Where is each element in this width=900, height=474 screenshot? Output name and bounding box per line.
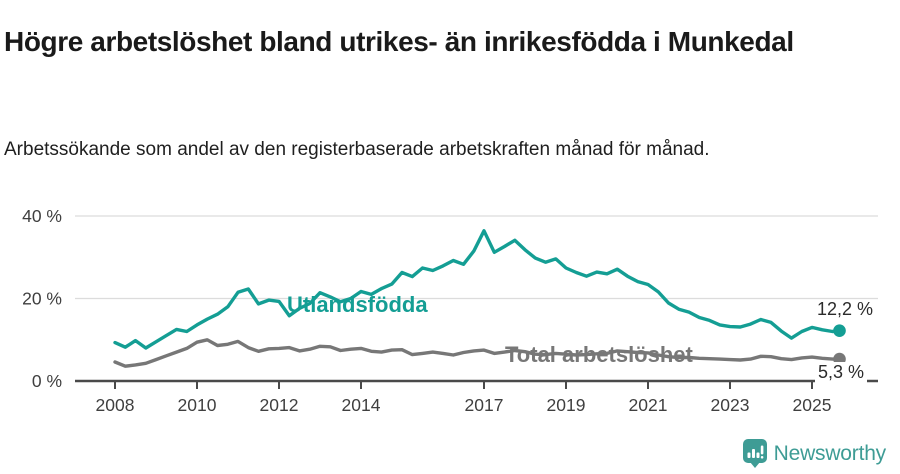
y-tick-40: 40 % [22, 206, 62, 226]
x-axis-ticks [114, 381, 813, 389]
page-title: Högre arbetslöshet bland utrikes- än inr… [4, 25, 794, 57]
series-line-utlandsfodda [113, 229, 842, 350]
brand-name: Newsworthy [773, 441, 887, 465]
x-tick-2014: 2014 [342, 395, 381, 415]
x-tick-2008: 2008 [96, 395, 135, 415]
x-tick-2019: 2019 [547, 395, 586, 415]
end-value-foreign: 12,2 % [817, 299, 874, 319]
x-tick-2012: 2012 [260, 395, 299, 415]
brand-footer: Newsworthy [742, 439, 887, 468]
series-label-total: Total arbetslöshet [505, 342, 693, 367]
y-axis-labels: 40 % 20 % 0 % [22, 206, 62, 391]
y-tick-20: 20 % [22, 289, 62, 309]
x-tick-2010: 2010 [178, 395, 217, 415]
x-tick-2021: 2021 [629, 395, 668, 415]
x-tick-2017: 2017 [465, 395, 504, 415]
series-label-foreign: Utlandsfödda [287, 292, 428, 317]
newsworthy-logo-icon [742, 439, 767, 468]
x-axis-labels: 2008 2010 2012 2014 2017 2019 2021 2023 … [96, 395, 832, 415]
y-tick-0: 0 % [32, 371, 62, 391]
x-tick-2025: 2025 [793, 395, 832, 415]
end-dot-utlandsfodda [833, 324, 846, 337]
x-tick-2023: 2023 [711, 395, 750, 415]
chart-subtitle: Arbetssökande som andel av den registerb… [4, 139, 710, 160]
end-value-total: 5,3 % [815, 362, 868, 383]
series-line-total [113, 338, 842, 368]
line-chart: 40 % 20 % 0 % 2008 2010 2012 2014 2017 2… [22, 206, 878, 415]
